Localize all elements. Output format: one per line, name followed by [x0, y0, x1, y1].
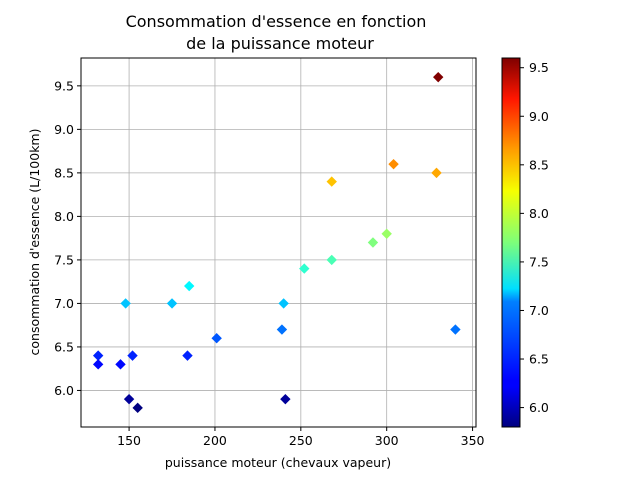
data-point — [92, 359, 104, 370]
x-tick-label: 350 — [461, 433, 485, 448]
colorbar-tick-label: 9.0 — [529, 109, 549, 124]
y-tick-label: 6.5 — [54, 339, 74, 354]
data-point — [299, 263, 310, 274]
chart-title: Consommation d'essence en fonction de la… — [126, 12, 427, 53]
colorbar-tick-label: 8.0 — [529, 206, 549, 221]
y-axis-label: consommation d'essence (L/100km) — [27, 129, 42, 356]
data-point — [433, 71, 444, 83]
y-tick-label: 8.5 — [54, 165, 74, 180]
data-point — [183, 280, 195, 292]
data-point — [120, 298, 131, 309]
colorbar-tick-label: 6.5 — [529, 352, 549, 367]
y-tick-label: 9.5 — [54, 78, 74, 93]
data-point — [132, 402, 143, 414]
colorbar-tick-label: 6.0 — [529, 400, 549, 415]
colorbar-ticks: 6.0 6.5 7.0 7.5 8.0 8.5 9.0 9.5 — [520, 60, 549, 415]
data-point — [388, 158, 399, 170]
data-point — [115, 359, 126, 370]
data-point — [326, 254, 337, 266]
x-tick-label: 200 — [203, 433, 227, 448]
y-tick-label: 6.0 — [54, 383, 74, 398]
data-point — [280, 393, 291, 405]
data-point — [450, 324, 461, 335]
chart-title-line-1: Consommation d'essence en fonction — [126, 12, 427, 31]
data-point — [367, 237, 379, 248]
grid — [81, 58, 476, 427]
y-axis: 6.0 6.5 7.0 7.5 8.0 8.5 9.0 9.5 — [54, 78, 81, 398]
data-point — [211, 333, 222, 344]
data-point — [182, 350, 193, 361]
chart-title-line-2: de la puissance moteur — [186, 34, 374, 53]
data-point — [166, 298, 178, 309]
y-tick-label: 9.0 — [54, 122, 74, 137]
x-axis: 150 200 250 300 350 — [117, 427, 485, 448]
x-tick-label: 250 — [289, 433, 313, 448]
data-point — [127, 350, 138, 361]
data-point — [381, 228, 392, 239]
data-point — [123, 393, 135, 405]
data-point — [326, 176, 337, 187]
data-point — [276, 324, 288, 335]
data-point — [431, 167, 442, 179]
colorbar-tick-label: 8.5 — [529, 157, 549, 172]
data-point — [278, 298, 289, 309]
y-tick-label: 8.0 — [54, 209, 74, 224]
colorbar: 6.0 6.5 7.0 7.5 8.0 8.5 9.0 9.5 — [501, 57, 549, 428]
x-tick-label: 150 — [117, 433, 141, 448]
colorbar-gradient — [501, 57, 521, 428]
x-tick-label: 300 — [375, 433, 399, 448]
plot-frame — [80, 57, 477, 428]
colorbar-tick-label: 9.5 — [529, 60, 549, 75]
colorbar-tick-label: 7.5 — [529, 254, 549, 269]
data-points — [92, 71, 461, 414]
y-tick-label: 7.0 — [54, 296, 74, 311]
colorbar-tick-label: 7.0 — [529, 303, 549, 318]
y-tick-label: 7.5 — [54, 252, 74, 267]
x-axis-label: puissance moteur (chevaux vapeur) — [165, 455, 391, 470]
data-point — [92, 350, 104, 361]
